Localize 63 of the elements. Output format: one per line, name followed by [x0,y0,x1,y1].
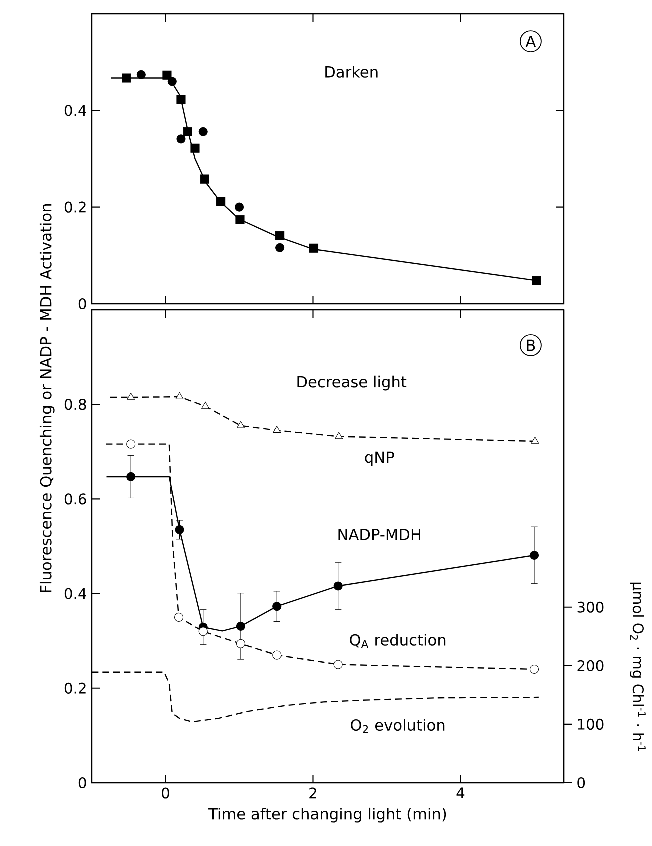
point [175,525,184,534]
point [276,243,285,252]
point [276,231,285,240]
series-label: O$_{2}$ evolution [351,719,445,734]
point [334,582,343,591]
y-tick-label: 0.2 [64,682,86,694]
series-label: qNP [365,452,394,466]
point [273,426,282,434]
point [190,144,200,153]
y2-tick-label: 200 [578,660,604,672]
point [236,639,246,648]
annotation: B [527,340,536,352]
point [334,660,343,670]
point [136,70,146,80]
point [236,622,246,631]
series-label: Q$_{A}$ reduction [350,634,446,648]
y-tick-label: 0.2 [64,202,86,213]
point [174,612,184,622]
point [272,650,282,660]
y2-axis-title: µmol O$_{2}$ · mg Chl$^{-1}$ · h$^{-1}$ [630,582,646,751]
annotation: A [526,36,536,48]
y-tick-label: 0.4 [64,105,86,116]
x-tick-label: 0 [162,788,170,799]
y-axis-title: Fluorescence Quenching or NADP - MDH Activation [40,204,55,592]
y-tick-label: 0.8 [64,399,86,410]
y-tick-label: 0 [78,777,86,789]
point [531,436,540,444]
y-tick-label: 0.6 [64,494,86,505]
x-tick-label: 2 [310,788,316,799]
point [200,174,210,184]
point [126,472,136,482]
point [168,77,177,86]
point [309,244,319,253]
point [198,127,208,136]
point [335,432,344,440]
point [216,196,226,206]
point [530,550,540,560]
y2-tick-label: 0 [578,777,586,789]
annotation: Decrease light [298,376,407,391]
point [176,392,184,400]
annotation: Darken [326,66,378,78]
point [532,276,542,286]
point [198,627,208,636]
x-tick-label: 4 [456,788,465,798]
point [234,202,244,212]
point [176,95,186,104]
point [202,402,210,409]
point [162,70,172,80]
y2-tick-label: 300 [578,602,604,613]
y-tick-label: 0 [78,298,86,310]
point [530,664,540,674]
point [272,602,282,612]
x-axis-title: Time after changing light (min) [208,808,446,823]
point [236,215,245,224]
point [122,74,132,83]
point [237,421,245,428]
point [176,134,186,144]
point [127,392,136,400]
point [126,440,136,449]
y-tick-label: 0.4 [64,588,86,600]
point [183,127,192,136]
y2-tick-label: 100 [578,718,604,730]
text: NADP-MDH [338,529,420,540]
